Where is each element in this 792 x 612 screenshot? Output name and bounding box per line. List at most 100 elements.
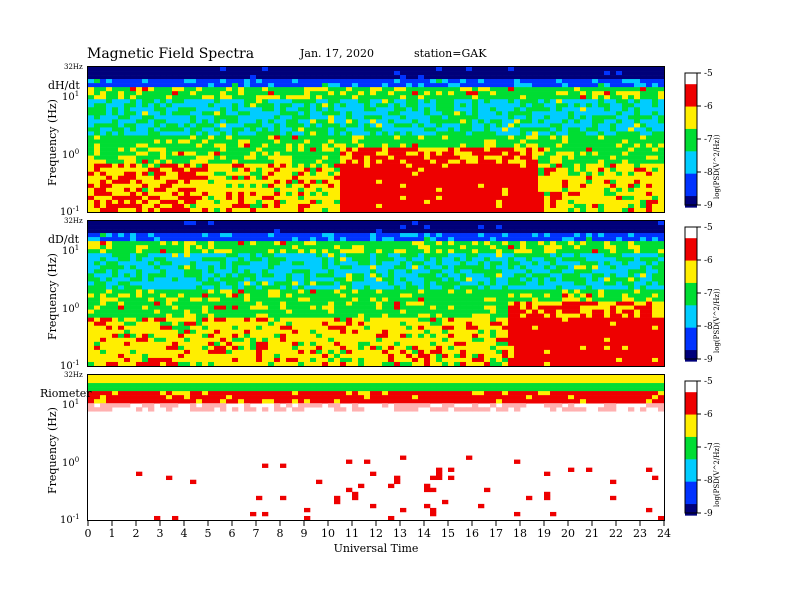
colorbar-segment <box>685 137 697 141</box>
heat-cell <box>334 143 341 148</box>
heat-cell <box>436 107 443 112</box>
heat-cell <box>280 285 287 290</box>
heat-cell <box>586 175 593 181</box>
heat-cell <box>394 191 401 197</box>
heat-cell <box>340 111 347 116</box>
heat-cell <box>100 353 107 359</box>
heat-cell <box>298 285 305 290</box>
heat-cell <box>580 131 587 136</box>
heat-cell <box>460 147 467 152</box>
heat-cell <box>328 143 335 148</box>
heat-cell <box>376 207 383 213</box>
heat-cell <box>286 237 293 242</box>
heat-cell <box>412 147 419 152</box>
heat-cell <box>448 171 455 177</box>
heat-cell <box>268 245 275 250</box>
heat-cell <box>226 317 233 322</box>
heat-cell <box>604 91 611 96</box>
heat-cell <box>370 163 377 168</box>
heat-cell <box>280 305 287 310</box>
heat-cell <box>202 293 209 298</box>
heat-cell <box>574 143 581 148</box>
heat-cell <box>478 187 485 193</box>
heat-cell <box>304 285 311 290</box>
heat-cell <box>448 91 455 96</box>
heat-cell <box>124 179 131 185</box>
heat-cell <box>598 111 605 116</box>
heat-cell <box>550 123 557 128</box>
heat-cell <box>130 171 137 177</box>
heat-cell <box>478 175 485 181</box>
heat-cell <box>178 79 185 84</box>
heat-cell <box>244 289 251 294</box>
heat-cell <box>196 147 203 152</box>
heat-cell <box>604 71 611 76</box>
heat-cell <box>412 87 419 92</box>
heat-cell <box>160 187 167 193</box>
heat-cell <box>130 155 137 160</box>
heat-cell <box>580 67 587 72</box>
heat-cell <box>310 261 317 266</box>
heat-cell <box>100 159 107 164</box>
heat-cell <box>136 163 143 168</box>
heat-cell <box>388 75 395 80</box>
heat-cell <box>418 171 425 177</box>
heat-cell <box>250 345 257 351</box>
heat-cell <box>106 285 113 290</box>
heat-cell <box>142 337 149 343</box>
heat-cell <box>280 115 287 120</box>
heat-cell <box>652 79 659 84</box>
heat-cell <box>316 329 323 335</box>
heat-cell <box>202 155 209 160</box>
heat-cell <box>532 83 539 88</box>
heat-cell <box>322 293 329 298</box>
heat-cell <box>196 183 203 189</box>
heat-cell <box>268 91 275 96</box>
heat-cell <box>370 151 377 156</box>
heat-cell <box>304 317 311 322</box>
heat-cell <box>364 103 371 108</box>
heat-cell <box>166 191 173 197</box>
heat-cell <box>316 257 323 262</box>
heat-cell <box>130 265 137 270</box>
heat-cell <box>190 281 197 286</box>
heat-cell <box>184 341 191 347</box>
heat-cell <box>100 325 107 331</box>
heat-cell <box>124 91 131 96</box>
heat-cell <box>388 147 395 152</box>
heat-cell <box>448 103 455 108</box>
heat-cell <box>148 119 155 124</box>
heat-cell <box>244 195 251 201</box>
heat-cell <box>622 187 629 193</box>
heat-cell <box>196 297 203 302</box>
heat-cell <box>172 261 179 266</box>
heat-cell <box>292 309 299 314</box>
heat-cell <box>598 119 605 124</box>
heat-cell <box>292 99 299 104</box>
heat-cell <box>556 163 563 168</box>
heat-cell <box>190 361 197 367</box>
heat-cell <box>496 187 503 193</box>
heat-cell <box>562 91 569 96</box>
heat-cell <box>316 115 323 120</box>
heat-cell <box>88 119 95 124</box>
heat-cell <box>328 171 335 177</box>
heat-cell <box>280 289 287 294</box>
heat-cell <box>238 233 245 238</box>
panel-dh-label: dH/dt <box>48 79 80 92</box>
heat-cell <box>244 241 251 246</box>
heat-cell <box>256 187 263 193</box>
heat-cell <box>274 115 281 120</box>
heat-cell <box>142 289 149 294</box>
heat-cell <box>244 119 251 124</box>
panel-dh-yticks: 101 100 10-1 <box>60 90 80 218</box>
heat-cell <box>268 99 275 104</box>
heat-cell <box>454 183 461 189</box>
heat-cell <box>226 95 233 100</box>
heat-cell <box>88 111 95 116</box>
heat-cell <box>574 199 581 205</box>
heat-cell <box>316 221 323 226</box>
heat-cell <box>280 187 287 193</box>
heat-cell <box>646 75 653 80</box>
heat-cell <box>244 87 251 92</box>
